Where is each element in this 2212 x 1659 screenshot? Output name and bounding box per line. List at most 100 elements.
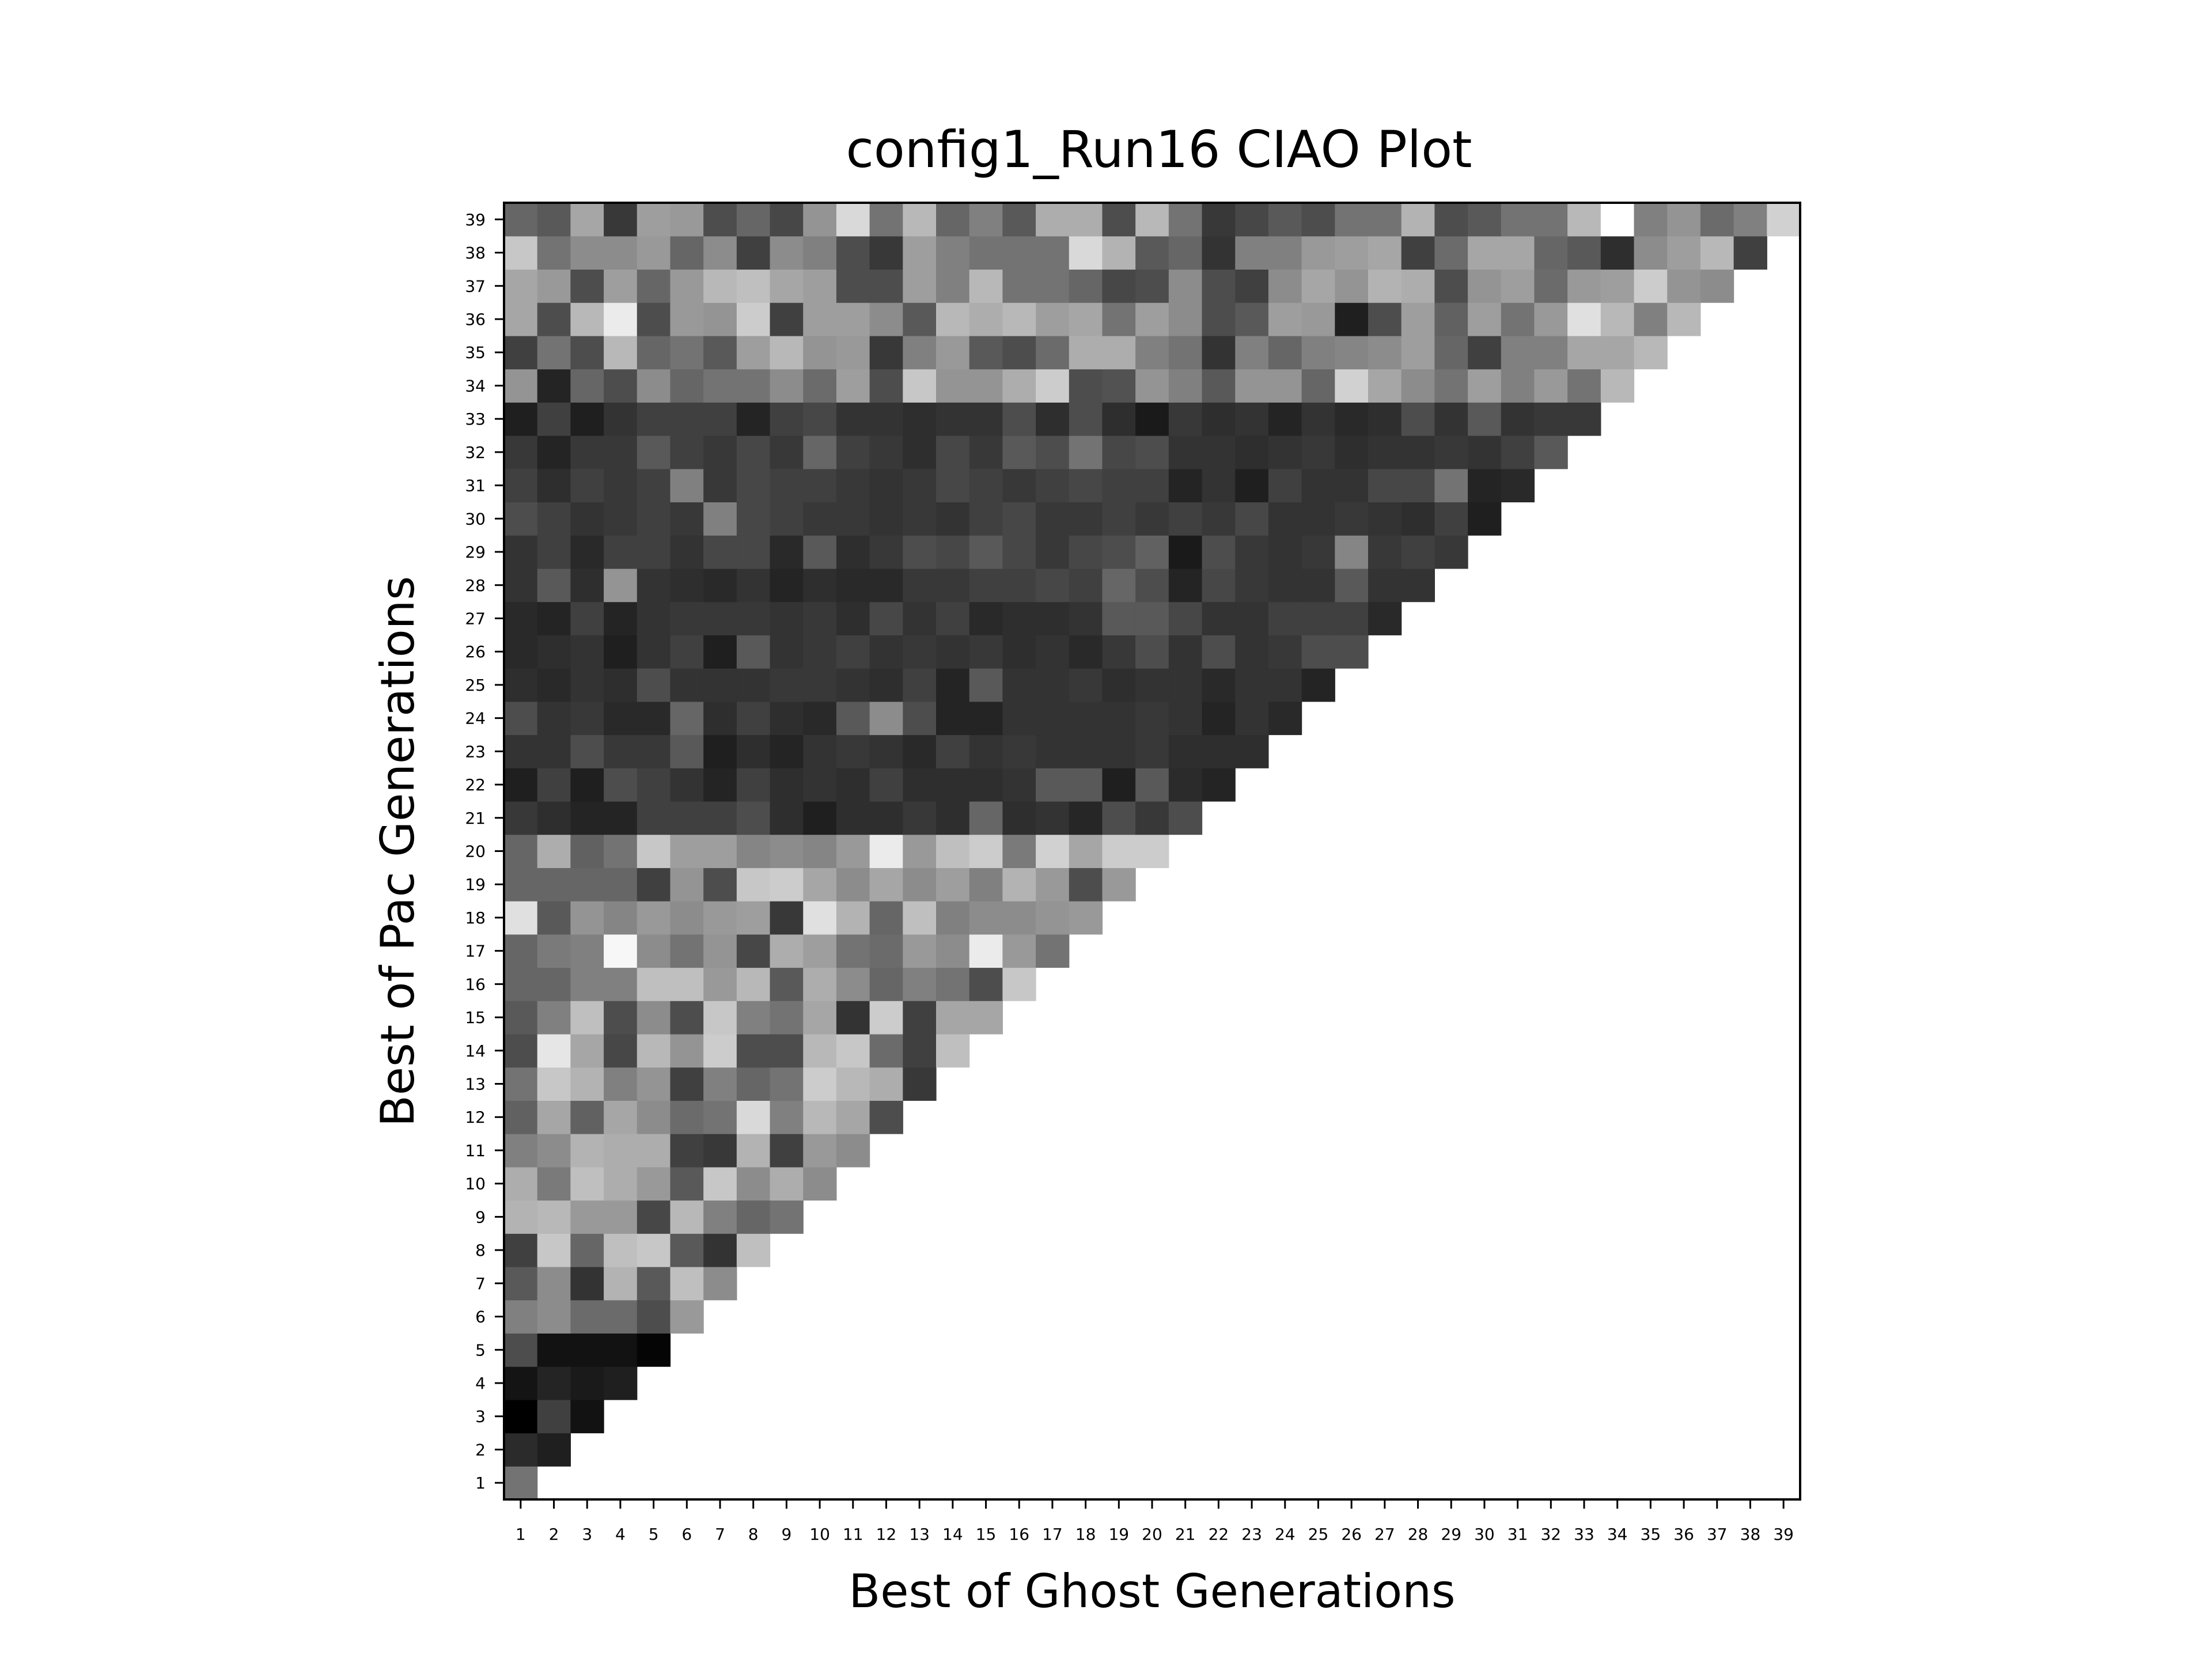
heatmap-cell [537,768,571,802]
heatmap-cell [604,369,638,403]
heatmap-cell [969,834,1003,868]
heatmap-cell [537,668,571,702]
heatmap-cell [537,535,571,569]
heatmap-cell [903,335,937,370]
y-tick-label: 36 [465,310,486,329]
heatmap-cell [1168,402,1203,436]
heatmap-cell [1335,203,1369,237]
heatmap-cell [869,269,903,303]
y-tick-label: 35 [465,343,486,362]
heatmap-cell [604,1033,638,1068]
heatmap-cell [537,801,571,835]
heatmap-cell [770,435,804,469]
heatmap-cell [703,369,737,403]
heatmap-cell [1069,868,1103,902]
heatmap-cell [1135,535,1169,569]
heatmap-cell [670,1001,704,1035]
heatmap-cell [803,402,837,436]
heatmap-cell [736,768,771,802]
heatmap-cell [1301,468,1335,503]
heatmap-cell [1069,535,1103,569]
heatmap-cell [670,868,704,902]
heatmap-cell [570,468,604,503]
heatmap-cell [670,901,704,935]
heatmap-cell [903,1033,937,1068]
heatmap-cell [1301,502,1335,536]
heatmap-cell [1434,269,1468,303]
heatmap-cell [1401,568,1435,603]
heatmap-cell [1069,335,1103,370]
x-axis-label: Best of Ghost Generations [849,1565,1455,1618]
y-tick-label: 31 [465,476,486,495]
x-tick-label: 38 [1740,1525,1761,1544]
heatmap-cell [1069,901,1103,935]
heatmap-cell [1501,468,1535,503]
heatmap-cell [869,468,903,503]
heatmap-cell [504,1266,538,1301]
heatmap-cell [1501,335,1535,370]
heatmap-cell [969,934,1003,968]
heatmap-cell [1168,668,1203,702]
heatmap-cell [504,1134,538,1168]
heatmap-cell [869,335,903,370]
heatmap-cell [869,734,903,768]
heatmap-cell [936,435,970,469]
heatmap-cell [1468,302,1502,336]
heatmap-cell [736,236,771,270]
heatmap-cell [1036,901,1070,935]
heatmap-cell [1368,335,1402,370]
heatmap-cell [1501,302,1535,336]
heatmap-cell [1102,236,1136,270]
heatmap-cell [903,369,937,403]
heatmap-cell [1069,768,1103,802]
heatmap-cell [803,236,837,270]
heatmap-cell [670,435,704,469]
heatmap-cell [604,1134,638,1168]
heatmap-cell [1135,269,1169,303]
heatmap-cell [703,701,737,736]
heatmap-cell [1135,601,1169,635]
y-tick-label: 10 [465,1175,486,1194]
heatmap-cell [1501,402,1535,436]
heatmap-cell [903,1067,937,1101]
heatmap-cell [1634,236,1668,270]
heatmap-cell [670,502,704,536]
heatmap-cell [1069,734,1103,768]
heatmap-cell [504,568,538,603]
heatmap-cell [770,335,804,370]
heatmap-cell [670,734,704,768]
heatmap-cell [504,601,538,635]
heatmap-cell [836,967,870,1001]
heatmap-cell [1002,535,1036,569]
heatmap-cell [1235,668,1269,702]
heatmap-cell [836,203,870,237]
heatmap-cell [1036,801,1070,835]
heatmap-cell [537,901,571,935]
x-tick-label: 32 [1540,1525,1561,1544]
heatmap-cell [1600,269,1635,303]
y-tick-label: 23 [465,742,486,761]
heatmap-cell [1401,269,1435,303]
heatmap-cell [537,934,571,968]
heatmap-cell [504,1200,538,1234]
heatmap-cell [1036,601,1070,635]
y-tick-label: 24 [465,709,486,728]
heatmap-cell [504,535,538,569]
heatmap-cell [803,1134,837,1168]
heatmap-cell [869,801,903,835]
heatmap-cell [670,701,704,736]
heatmap-cell [604,435,638,469]
heatmap-cell [1567,369,1601,403]
heatmap-cell [1335,502,1369,536]
heatmap-cell [1301,635,1335,669]
heatmap-cell [1168,369,1203,403]
heatmap-cell [1634,335,1668,370]
heatmap-cell [969,768,1003,802]
heatmap-cell [770,369,804,403]
heatmap-cell [936,635,970,669]
y-tick-label: 9 [475,1207,486,1226]
heatmap-cell [1301,236,1335,270]
heatmap-cell [1335,402,1369,436]
heatmap-cell [504,1333,538,1367]
heatmap-cell [1235,701,1269,736]
